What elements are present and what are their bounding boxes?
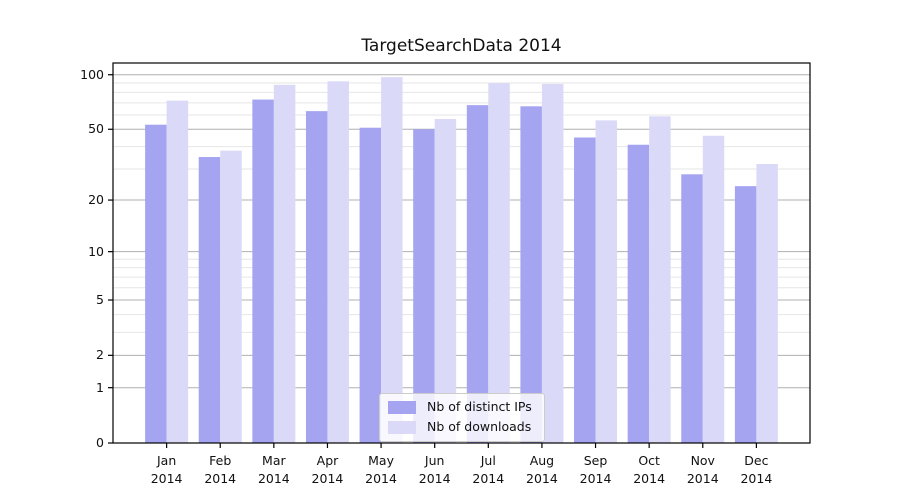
bar-nb-of-downloads-jul	[488, 83, 510, 443]
x-tick-month: Nov	[690, 453, 715, 468]
bar-nb-of-downloads-feb	[220, 150, 242, 443]
x-tick-month: Dec	[744, 453, 769, 468]
x-tick-label: Jan 2014	[125, 452, 209, 488]
x-tick-month: Jun	[424, 453, 445, 468]
x-tick-year: 2014	[311, 471, 344, 486]
x-tick-label: Oct 2014	[607, 452, 691, 488]
bar-nb-of-distinct-ips-dec	[734, 186, 757, 443]
bar-nb-of-distinct-ips-aug	[520, 106, 542, 444]
x-tick-year: 2014	[257, 471, 290, 486]
x-tick-month: May	[368, 453, 394, 468]
x-tick-year: 2014	[740, 471, 773, 486]
x-tick-month: Aug	[529, 453, 555, 468]
x-tick-label: Aug 2014	[500, 452, 584, 488]
y-tick-label: 0	[96, 435, 104, 450]
legend-item: Nb of downloads	[388, 420, 532, 434]
legend-swatch-icon	[388, 400, 416, 414]
bar-nb-of-distinct-ips-apr	[305, 111, 328, 443]
bar-nb-of-downloads-oct	[649, 116, 671, 444]
x-tick-label: May 2014	[339, 452, 423, 488]
bar-nb-of-downloads-jun	[434, 118, 457, 443]
y-tick-label: 10	[88, 243, 104, 259]
x-tick-month: Oct	[638, 453, 660, 468]
x-tick-label: Sep 2014	[554, 452, 638, 488]
x-tick-month: Mar	[262, 453, 286, 468]
y-tick-label: 20	[88, 192, 104, 208]
x-tick-year: 2014	[686, 471, 719, 486]
legend-label: Nb of downloads	[427, 419, 532, 434]
x-tick-month: Jul	[480, 453, 496, 468]
legend-label: Nb of distinct IPs	[427, 399, 532, 414]
y-tick-label: 50	[88, 121, 104, 137]
bar-nb-of-distinct-ips-sep	[574, 137, 596, 443]
x-tick-month: Sep	[583, 453, 608, 468]
bar-nb-of-downloads-jan	[166, 100, 189, 443]
bar-nb-of-downloads-may	[381, 77, 403, 444]
x-tick-label: Jul 2014	[446, 452, 530, 488]
bar-nb-of-distinct-ips-nov	[681, 174, 703, 443]
bar-nb-of-distinct-ips-may	[359, 127, 382, 444]
x-tick-year: 2014	[579, 471, 612, 486]
y-tick-label: 5	[96, 292, 104, 308]
bar-nb-of-downloads-sep	[595, 120, 618, 443]
x-tick-label: Dec 2014	[714, 452, 798, 488]
bar-nb-of-downloads-nov	[702, 135, 725, 444]
x-tick-year: 2014	[418, 471, 451, 486]
bar-nb-of-distinct-ips-jun	[413, 129, 435, 443]
bar-nb-of-downloads-aug	[541, 83, 564, 443]
x-tick-year: 2014	[365, 471, 397, 486]
x-tick-label: Jun 2014	[393, 452, 477, 488]
bar-nb-of-downloads-apr	[327, 81, 349, 444]
legend: Nb of distinct IPs Nb of downloads	[379, 393, 545, 442]
y-tick-label: 1	[96, 379, 104, 395]
x-tick-label: Mar 2014	[232, 452, 316, 488]
y-tick-label: 100	[80, 66, 104, 82]
x-tick-year: 2014	[150, 471, 183, 486]
chart-title: TargetSearchData 2014	[361, 36, 562, 56]
bar-nb-of-distinct-ips-oct	[627, 144, 650, 443]
x-tick-label: Nov 2014	[661, 452, 745, 488]
x-tick-month: Jan	[156, 453, 177, 468]
x-tick-month: Apr	[316, 453, 339, 468]
bar-nb-of-downloads-dec	[756, 163, 778, 444]
x-tick-label: Apr 2014	[285, 452, 369, 488]
x-tick-year: 2014	[526, 471, 558, 486]
bar-nb-of-distinct-ips-jan	[145, 124, 167, 443]
bar-nb-of-distinct-ips-feb	[198, 157, 221, 444]
legend-swatch-icon	[388, 420, 416, 434]
legend-item: Nb of distinct IPs	[388, 400, 532, 414]
plot-area	[112, 62, 811, 444]
bar-nb-of-distinct-ips-mar	[252, 99, 274, 443]
x-tick-year: 2014	[472, 471, 505, 486]
bar-nb-of-distinct-ips-jul	[466, 105, 489, 444]
bar-nb-of-downloads-mar	[273, 84, 296, 444]
y-tick-label: 2	[96, 347, 104, 363]
x-tick-year: 2014	[204, 471, 237, 486]
x-tick-month: Feb	[209, 453, 232, 468]
x-tick-label: Feb 2014	[178, 452, 262, 488]
x-tick-year: 2014	[633, 471, 666, 486]
